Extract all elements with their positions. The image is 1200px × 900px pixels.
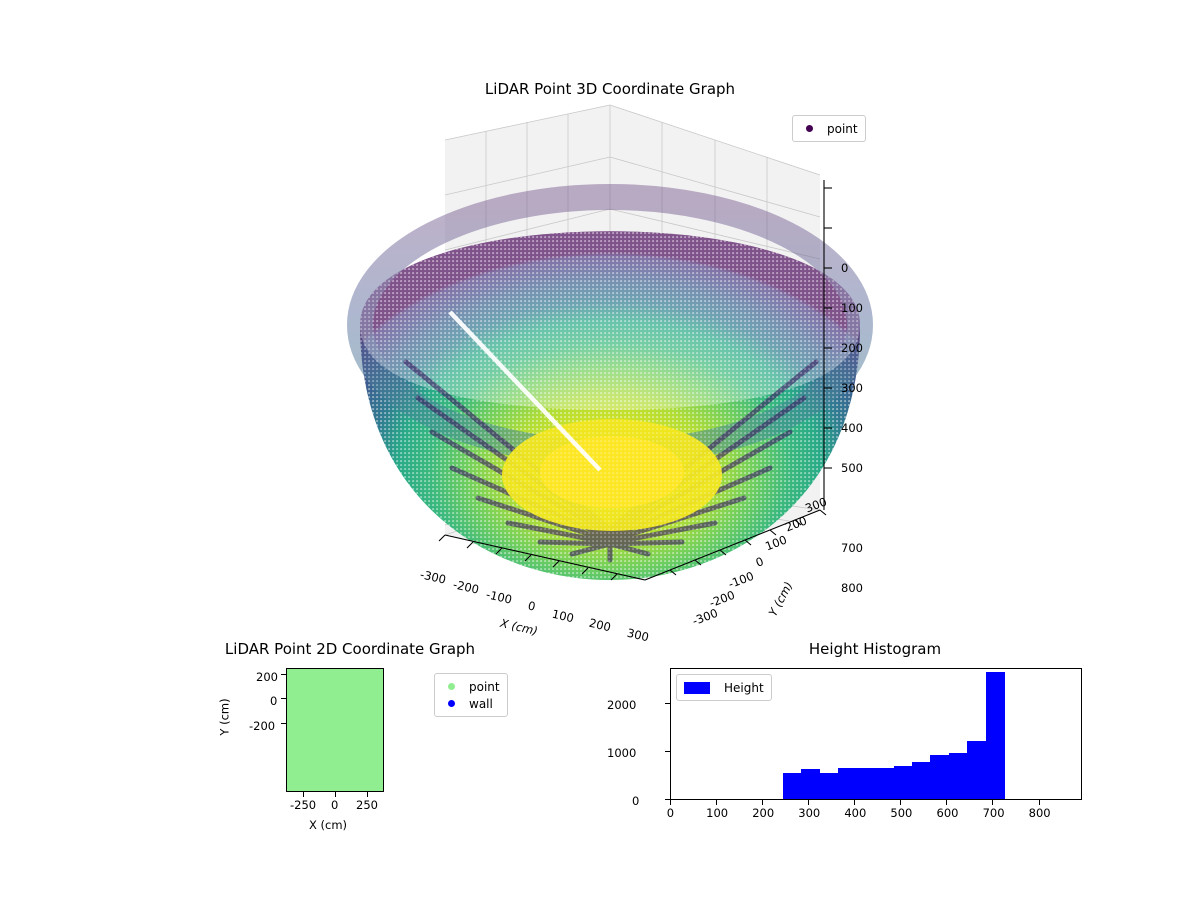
wall-marker-icon	[448, 700, 455, 707]
point-marker-icon	[806, 125, 813, 132]
axis-hist-y-tickmark-0	[665, 799, 670, 800]
axis-hist-x-tickmark	[900, 800, 902, 805]
histogram-bar	[930, 754, 950, 799]
legend-3d-entry-point[interactable]: point	[800, 120, 858, 137]
legend-2d-entry-wall[interactable]: wall	[442, 695, 500, 712]
histogram-bar	[801, 769, 821, 799]
axis-hist-x-tick: 500	[890, 806, 913, 820]
axis-hist-x-tick: 100	[706, 806, 729, 820]
axis-hist-y-tick-0: 0	[632, 794, 640, 808]
legend-hist-label-height: Height	[724, 680, 764, 695]
axis-2d-x-label: X (cm)	[309, 818, 348, 832]
axis-hist-x-tick: 400	[844, 806, 867, 820]
histogram-bar	[856, 767, 876, 799]
axis-2d-y-tick-200: 200	[256, 670, 278, 684]
axis-2d-x-tick-250neg: -250	[290, 798, 317, 812]
axis-3d-y-ticks	[669, 509, 827, 576]
axis-hist-x-tickmark	[854, 800, 856, 805]
axis-hist-x-tickmark	[1038, 800, 1040, 805]
histogram-bar	[985, 671, 1005, 799]
axis-hist-x-tickmark	[716, 800, 718, 805]
axis-hist-x-tick: 700	[982, 806, 1005, 820]
axis-hist-y-tick-2000: 2000	[607, 698, 637, 712]
axis-2d-y-tick-0: 0	[270, 694, 278, 708]
histogram-bar	[967, 741, 987, 799]
height-histogram-axes[interactable]	[670, 668, 1082, 800]
axis-hist-x-tickmark	[670, 800, 671, 805]
axis-hist-x-tickmark	[808, 800, 810, 805]
histogram-bar	[838, 767, 858, 799]
legend-hist-entry-height[interactable]: Height	[684, 679, 764, 696]
panel-2d-title: LiDAR Point 2D Coordinate Graph	[224, 640, 476, 658]
axis-2d-x-tickmark-1	[303, 792, 304, 797]
scan-gap-streak	[448, 310, 602, 472]
histogram-bar	[819, 773, 839, 799]
panel-hist-title: Height Histogram	[808, 640, 942, 658]
axis-hist-x-tick: 0	[666, 806, 675, 820]
histogram-bar	[948, 753, 968, 799]
lidar-3d-axes: 0 100 200 300 400 500 700 800 -300 -200 …	[300, 80, 920, 660]
lidar-2d-axes[interactable]	[286, 668, 384, 792]
panel-2d-title-wrap: LiDAR Point 2D Coordinate Graph	[150, 640, 550, 658]
lidar-3d-scene	[347, 104, 873, 581]
axis-hist-x-tickmark	[946, 800, 948, 805]
axis-3d-x-ticks	[438, 534, 618, 581]
axis-2d-y-tickmark-1	[281, 723, 286, 724]
panel-hist-title-wrap: Height Histogram	[660, 640, 1090, 658]
legend-hist[interactable]: Height	[676, 674, 772, 701]
axis-hist-x-tick: 200	[752, 806, 775, 820]
axis-hist-x-tick: 800	[1028, 806, 1051, 820]
legend-2d[interactable]: point wall	[434, 673, 508, 717]
legend-3d-label-point: point	[827, 121, 858, 136]
axis-hist-y-tick-1000: 1000	[607, 746, 637, 760]
axis-2d-y-tickmark-3	[281, 674, 286, 675]
histogram-bar	[782, 773, 802, 799]
axis-2d-x-tick-0: 0	[331, 798, 339, 812]
axis-2d-x-tick-250: 250	[356, 798, 378, 812]
height-patch-icon	[684, 681, 710, 694]
axis-2d-y-tickmark-2	[281, 698, 286, 699]
axes-3d-spines	[444, 509, 821, 581]
histogram-bar	[875, 767, 895, 799]
axis-hist-x-tickmark	[762, 800, 764, 805]
panel-3d-title-wrap: LiDAR Point 3D Coordinate Graph	[300, 80, 920, 98]
axis-hist-x-tick: 600	[936, 806, 959, 820]
axis-2d-y-label: Y (cm)	[217, 698, 232, 736]
point-marker-icon	[448, 683, 455, 690]
legend-3d[interactable]: point	[792, 115, 866, 142]
panel-3d-title: LiDAR Point 3D Coordinate Graph	[484, 80, 736, 98]
axis-2d-x-tickmark-3	[367, 792, 368, 797]
axis-hist-x-tick: 300	[798, 806, 821, 820]
axis-hist-x-tickmark	[992, 800, 994, 805]
axis-2d-x-tickmark-2	[335, 792, 336, 797]
axis-hist-y-tickmark-1000	[665, 751, 670, 752]
axis-hist-y-tickmark-2000	[665, 703, 670, 704]
histogram-bar	[893, 765, 913, 799]
legend-2d-entry-point[interactable]: point	[442, 678, 500, 695]
legend-2d-label-point: point	[469, 679, 500, 694]
legend-2d-label-wall: wall	[469, 696, 493, 711]
axis-2d-y-tick-200neg: -200	[249, 719, 276, 733]
axis-3d-z-ticks	[823, 180, 832, 510]
histogram-bar	[911, 761, 931, 799]
histogram-bars	[671, 669, 1081, 799]
